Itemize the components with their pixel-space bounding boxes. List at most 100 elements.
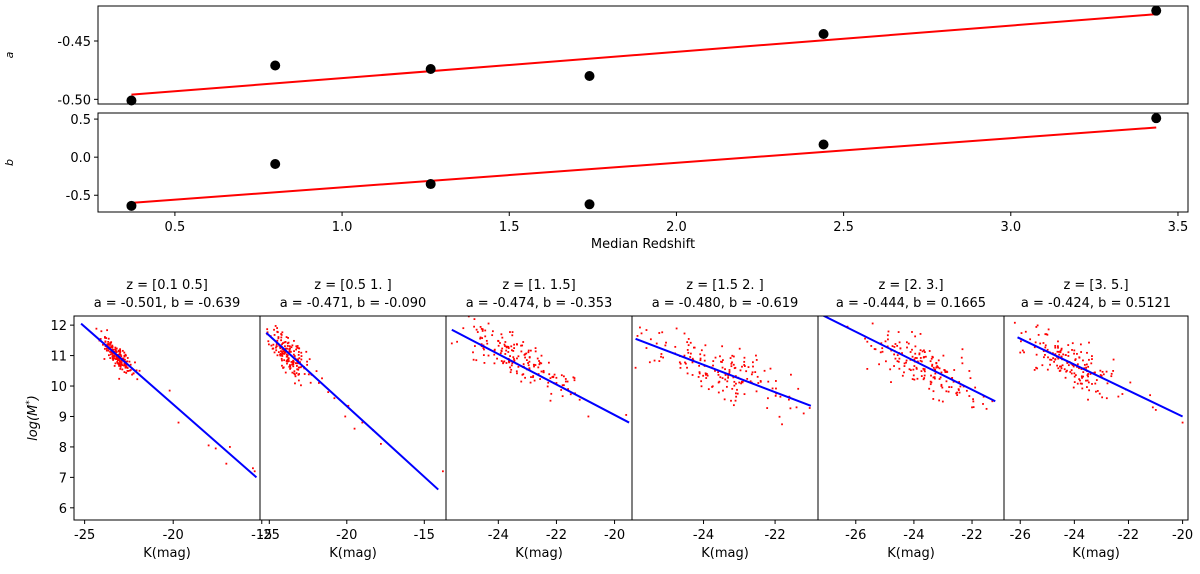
scatter-dot [549, 377, 552, 380]
scatter-dot [1112, 370, 1115, 372]
scatter-dot [1099, 369, 1102, 372]
scatter-dot [109, 344, 111, 346]
scatter-dot [539, 361, 541, 364]
scatter-dot [733, 380, 736, 383]
scatter-dot [887, 330, 890, 333]
scatter-dot [896, 344, 899, 347]
scatter-dot [300, 351, 303, 354]
scatter-dot [735, 395, 738, 398]
scatter-dot [934, 368, 937, 371]
x-tick-label: 0.5 [165, 220, 186, 235]
scatter-dot [532, 363, 535, 366]
scatter-dot [1099, 374, 1102, 376]
scatter-dot [292, 361, 295, 363]
scatter-dot [578, 398, 581, 401]
scatter-dot [1035, 326, 1038, 328]
scatter-dot [736, 392, 739, 395]
scatter-dot [912, 368, 915, 371]
scatter-dot [288, 365, 291, 368]
scatter-dot [119, 349, 122, 352]
scatter-dot [1091, 358, 1093, 360]
scatter-dot [1060, 365, 1062, 368]
scatter-dot [480, 327, 483, 330]
scatter-dot [1044, 353, 1046, 356]
scatter-dot [550, 392, 553, 395]
scatter-dot [938, 378, 941, 380]
scatter-dot [1087, 375, 1089, 378]
scatter-dot [881, 350, 884, 353]
scatter-dot [725, 385, 728, 388]
scatter-dot [1065, 370, 1068, 373]
scatter-dot [225, 462, 228, 465]
scatter-dot [267, 343, 270, 346]
scatter-dot [289, 364, 291, 366]
scatter-dot [252, 467, 254, 470]
scatter-dot [957, 389, 960, 391]
fit-line [131, 126, 1157, 204]
scatter-dot [128, 360, 131, 363]
scatter-dot [499, 352, 502, 355]
scatter-dot [281, 348, 284, 351]
scatter-dot [119, 348, 121, 351]
scatter-dot [914, 352, 917, 355]
scatter-dot [1083, 363, 1086, 366]
scatter-dot [285, 353, 288, 356]
scatter-dot [732, 355, 735, 358]
scatter-dot [561, 395, 564, 398]
scatter-dot [700, 380, 703, 383]
x-tick-label: -20 [163, 528, 184, 543]
scatter-dot [276, 339, 279, 342]
plot-area [80, 322, 258, 479]
scatter-dot [513, 343, 516, 346]
y-tick-label: 0.5 [70, 113, 91, 128]
scatter-dot [790, 373, 792, 376]
scatter-dot [640, 332, 643, 335]
scatter-dot [293, 370, 296, 373]
scatter-dot [961, 348, 964, 351]
scatter-dot [699, 359, 702, 362]
scatter-dot [946, 371, 949, 373]
scatter-dot [724, 378, 727, 381]
x-tick-label: -24 [903, 528, 924, 543]
scatter-dot [1181, 421, 1184, 424]
panel-subtitle: a = -0.474, b = -0.353 [466, 296, 613, 311]
scatter-dot [510, 368, 513, 371]
scatter-dot [1105, 370, 1108, 373]
scatter-dot [296, 358, 299, 361]
x-tick-label: -15 [251, 528, 272, 543]
scatter-dot [878, 363, 880, 366]
scatter-dot [308, 358, 311, 361]
scatter-dot [290, 361, 293, 363]
y-tick-label: 9 [59, 410, 67, 425]
scatter-dot [292, 365, 295, 368]
scatter-dot [500, 333, 503, 336]
x-tick-label: -25 [259, 528, 280, 543]
scatter-dot [119, 364, 122, 367]
axes-frame [631, 315, 819, 521]
scatter-dot [507, 351, 510, 353]
scatter-dot [321, 377, 323, 380]
scatter-dot [281, 364, 283, 367]
scatter-dot [870, 345, 873, 347]
scatter-dot [1036, 324, 1039, 327]
scatter-dot [282, 367, 284, 369]
scatter-dot [1013, 321, 1016, 324]
scatter-dot [532, 375, 535, 377]
scatter-dot [935, 362, 938, 364]
scatter-dot [893, 353, 896, 356]
scatter-dot [1081, 382, 1083, 385]
scatter-dot [1149, 394, 1152, 397]
scatter-dot [968, 370, 971, 372]
scatter-dot [257, 313, 259, 315]
scatter-dot [125, 365, 128, 368]
scatter-dot [507, 347, 510, 349]
scatter-dot [473, 318, 476, 321]
scatter-dot [307, 373, 310, 376]
scatter-dot [1073, 372, 1076, 375]
scatter-dot [295, 345, 298, 348]
scatter-dot [327, 391, 330, 394]
x-tick-label: -22 [546, 528, 567, 543]
scatter-dot [529, 349, 532, 352]
scatter-dot [479, 337, 482, 340]
scatter-dot [905, 361, 907, 364]
